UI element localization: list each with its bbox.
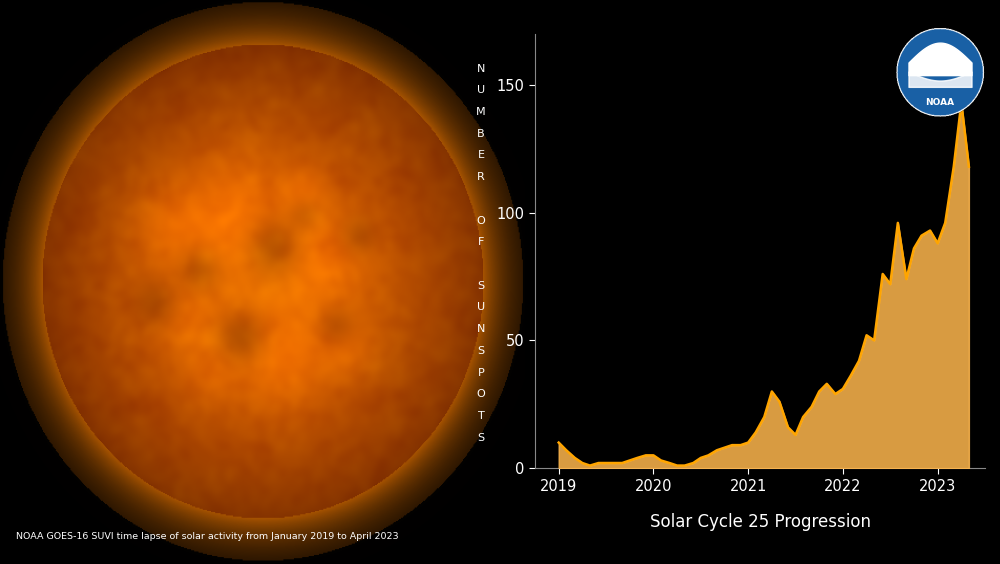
Text: U: U	[477, 302, 485, 312]
Text: S: S	[477, 281, 485, 290]
Text: B: B	[477, 129, 485, 139]
Text: N: N	[477, 64, 485, 73]
X-axis label: Solar Cycle 25 Progression: Solar Cycle 25 Progression	[650, 513, 870, 531]
Text: NOAA GOES-16 SUVI time lapse of solar activity from January 2019 to April 2023: NOAA GOES-16 SUVI time lapse of solar ac…	[16, 532, 398, 541]
Text: S: S	[477, 346, 485, 356]
Text: R: R	[477, 172, 485, 182]
Text: O: O	[477, 215, 485, 226]
Text: N: N	[477, 324, 485, 334]
Text: E: E	[478, 151, 484, 160]
Text: NOAA: NOAA	[925, 98, 955, 107]
Text: P: P	[478, 368, 484, 377]
Text: F: F	[478, 237, 484, 247]
Text: T: T	[478, 411, 484, 421]
Text: M: M	[476, 107, 486, 117]
Text: U: U	[477, 85, 485, 95]
Text: O: O	[477, 389, 485, 399]
Text: S: S	[477, 433, 485, 443]
